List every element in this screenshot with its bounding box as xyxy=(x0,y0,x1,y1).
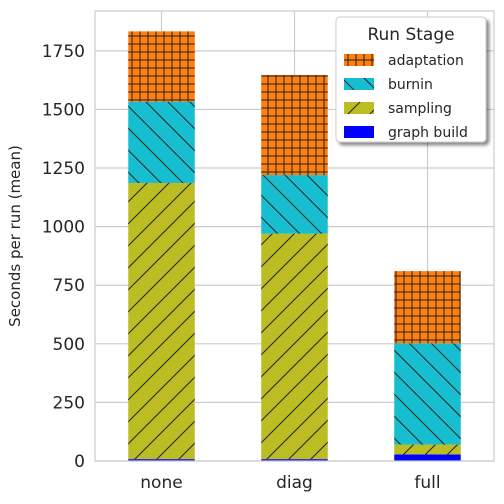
bars xyxy=(128,31,461,461)
bar-hatch-none-sampling xyxy=(128,183,195,460)
bar-diag-graph-build xyxy=(261,459,328,461)
y-tick-label: 750 xyxy=(53,276,85,296)
legend-swatch-graph-build xyxy=(344,126,374,138)
bar-none-graph-build xyxy=(128,459,195,461)
y-tick-label: 1750 xyxy=(42,42,85,62)
x-tick-label-none: none xyxy=(140,473,182,493)
legend-swatch-hatch-sampling xyxy=(344,102,374,114)
bar-full-graph-build xyxy=(394,454,461,461)
y-tick-label: 1500 xyxy=(42,100,85,120)
y-tick-label: 0 xyxy=(74,452,85,472)
bar-hatch-none-burnin xyxy=(128,101,195,184)
bar-hatch-diag-burnin xyxy=(261,175,328,234)
bar-hatch-full-adaptation xyxy=(394,271,461,344)
bar-hatch-full-burnin xyxy=(394,343,461,445)
y-tick-label: 500 xyxy=(53,335,85,355)
plot-frame xyxy=(94,10,495,462)
legend-label-burnin: burnin xyxy=(388,77,433,93)
bar-hatch-diag-adaptation xyxy=(261,74,328,176)
y-axis-label: Seconds per run (mean) xyxy=(6,145,24,327)
legend: Run Stage adaptation burnin sampling graph b… xyxy=(335,16,487,143)
axes: 0 250 500 750 1000 1250 1500 1750 none diag full xyxy=(42,10,495,493)
legend-swatch-hatch-burnin xyxy=(344,78,374,90)
bar-hatch-none-adaptation xyxy=(128,31,195,102)
legend-label-graph-build: graph build xyxy=(388,125,468,141)
legend-label-sampling: sampling xyxy=(388,101,452,117)
y-tick-label: 1250 xyxy=(42,159,85,179)
legend-title: Run Stage xyxy=(367,25,454,45)
legend-label-adaptation: adaptation xyxy=(388,53,464,69)
y-tick-label: 250 xyxy=(53,393,85,413)
y-tick-label: 1000 xyxy=(42,218,85,238)
legend-swatch-hatch-adaptation xyxy=(344,54,374,66)
bar-hatch-diag-sampling xyxy=(261,233,328,460)
x-tick-label-full: full xyxy=(414,473,440,493)
bar-hatch-full-sampling xyxy=(394,444,461,455)
x-tick-label-diag: diag xyxy=(276,473,313,493)
